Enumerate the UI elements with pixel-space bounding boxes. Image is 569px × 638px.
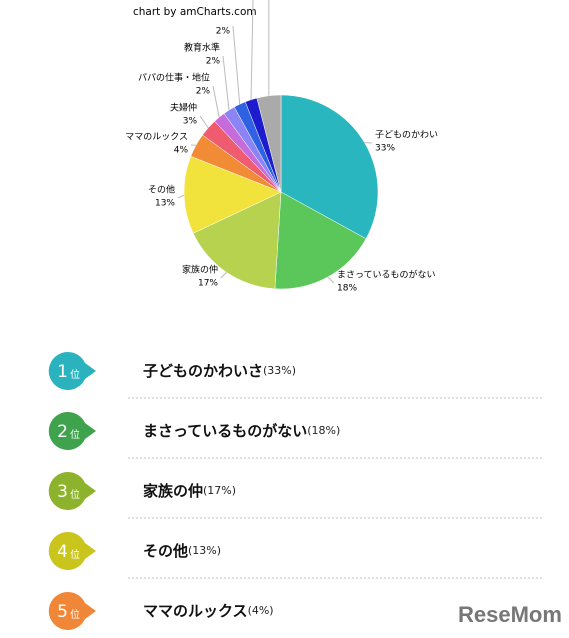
slice-value-label: 33% [375, 144, 395, 154]
rank-suffix: 位 [70, 488, 80, 501]
slice-value-label: 4% [174, 146, 189, 156]
rank-value: (13%) [188, 544, 221, 557]
pie-slice [280, 94, 379, 240]
slice-value-label: 2% [206, 57, 221, 67]
rank-label: ママのルックス [143, 602, 248, 620]
slice-label: 家族の仲 [182, 264, 218, 276]
rank-text: その他(13%) [143, 542, 221, 560]
rank-suffix: 位 [70, 548, 80, 561]
leader-line [199, 115, 209, 129]
rank-number: 3 [57, 482, 68, 502]
slice-label: 夫婦仲 [170, 102, 197, 114]
rank-suffix: 位 [70, 608, 80, 621]
slice-label: まさっているものがない [337, 269, 436, 281]
leader-line [250, 0, 254, 100]
slice-value-label: 3% [183, 117, 198, 127]
slice-value-label: 17% [198, 279, 218, 289]
slice-value-label: 18% [337, 284, 357, 294]
rank-badge [48, 471, 96, 510]
chart-credit[interactable]: chart by amCharts.com [133, 6, 257, 18]
slice-value-label: 2% [196, 87, 211, 97]
leader-line [220, 271, 227, 279]
rank-number: 1 [57, 362, 68, 382]
slice-value-label: 13% [155, 199, 175, 209]
rank-value: (18%) [307, 424, 340, 437]
rank-label: まさっているものがない [143, 422, 307, 440]
slice-label: 子どものかわい [375, 130, 438, 141]
slice-label: その他 [148, 184, 175, 196]
rank-badge [48, 591, 96, 630]
rank-suffix: 位 [70, 368, 80, 381]
pie-slice [192, 191, 282, 290]
rank-badge [48, 531, 96, 570]
rank-text: ママのルックス(4%) [143, 602, 274, 620]
rank-value: (17%) [203, 484, 236, 497]
ranking-list: 1 位子どものかわいさ(33%)2 位まさっているものがない(18%)3 位家族の仲(… [48, 351, 543, 630]
rank-number: 5 [57, 602, 68, 622]
rank-text: 家族の仲(17%) [143, 482, 236, 500]
leader-line [177, 194, 185, 199]
leader-line [212, 85, 220, 118]
slice-value-label: 2% [216, 27, 231, 37]
rank-number: 4 [57, 542, 68, 562]
rank-label: その他 [143, 542, 188, 560]
rank-suffix: 位 [70, 428, 80, 441]
rank-value: (33%) [263, 364, 296, 377]
rank-text: 子どものかわいさ(33%) [143, 362, 296, 380]
rank-value: (4%) [248, 604, 274, 617]
leader-line [232, 25, 241, 105]
rank-text: まさっているものがない(18%) [143, 422, 340, 440]
slice-label: 教育水準 [184, 42, 220, 54]
slice-label: パパの仕事・地位 [138, 72, 210, 84]
rank-label: 子どものかわいさ [143, 362, 263, 380]
slice-label: ママのルックス [125, 132, 188, 143]
rank-badge [48, 411, 96, 450]
logo: ReseMom [458, 602, 562, 627]
rank-label: 家族の仲 [143, 482, 203, 500]
leader-line [327, 276, 335, 284]
pie-slice [183, 155, 282, 234]
rank-badge [48, 351, 96, 390]
rank-number: 2 [57, 422, 68, 442]
leader-line [222, 55, 230, 111]
pie-chart: 子どものかわい 33% まさっているものがない 18% 家族の仲 17% その他 13% ママの… [125, 0, 438, 294]
